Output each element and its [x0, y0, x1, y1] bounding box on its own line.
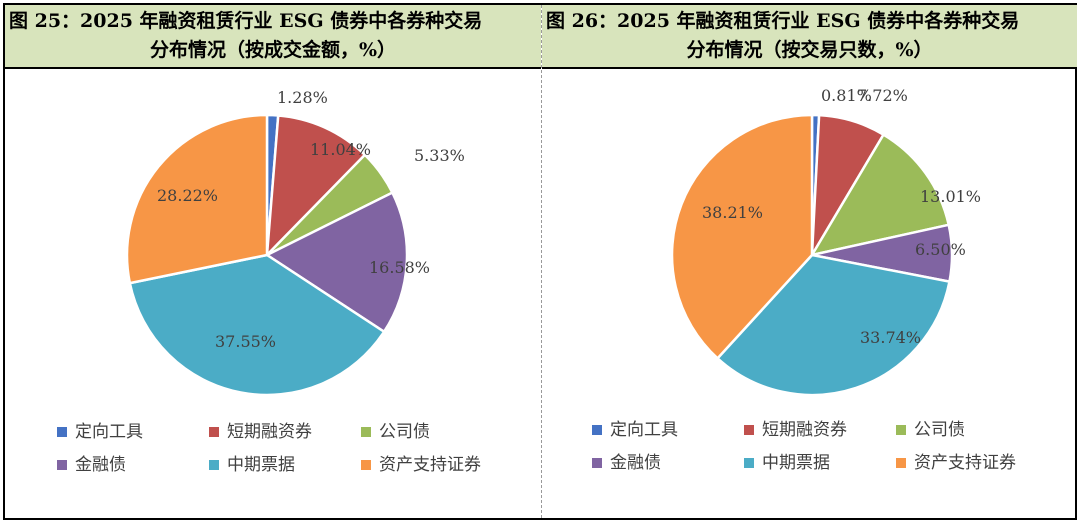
data-label: 16.58% — [369, 258, 430, 277]
legend-label: 短期融资券 — [762, 420, 847, 440]
legend-label: 资产支持证券 — [914, 453, 1016, 473]
legend-label: 定向工具 — [610, 420, 678, 440]
legend-swatch — [209, 460, 219, 470]
legend-label: 公司债 — [914, 420, 965, 440]
legend-label: 公司债 — [379, 422, 430, 442]
legend-swatch — [57, 427, 67, 437]
pie-chart-26: 0.81%7.72% 13.01% 6.50% 33.74% 38.21% 定向工具 短期融… — [592, 86, 1016, 473]
chart-title-line2: 分布情况（按交易只数，%） — [686, 39, 933, 61]
data-label: 38.21% — [702, 203, 763, 222]
legend-label: 定向工具 — [75, 422, 143, 442]
figure-frame: 图 25：2025 年融资租赁行业 ESG 债券中各券种交易 分布情况（按成交金… — [3, 3, 1077, 520]
pie-slice-5 — [670, 113, 814, 361]
data-label: 13.01% — [920, 187, 981, 206]
data-label: 28.22% — [157, 186, 218, 205]
legend-label: 金融债 — [610, 453, 661, 473]
pie-slice-4 — [715, 253, 951, 397]
chart-title-line2: 分布情况（按成交金额，%） — [149, 39, 397, 61]
data-label: 5.33% — [414, 146, 465, 165]
legend-swatch — [592, 425, 602, 435]
data-label: 7.72% — [857, 86, 908, 105]
legend-swatch — [361, 427, 371, 437]
pie-slice-2 — [809, 132, 951, 257]
legend-swatch — [896, 458, 906, 468]
data-label: 0.81% — [821, 86, 872, 105]
data-label: 33.74% — [860, 328, 921, 347]
pie-slice-4 — [128, 253, 386, 397]
chart-title-line1: 图 26：2025 年融资租赁行业 ESG 债券中各券种交易 — [546, 10, 1020, 32]
legend-swatch — [209, 427, 219, 437]
legend-swatch — [744, 425, 754, 435]
data-label: 1.28% — [277, 88, 328, 107]
chart-title-line1: 图 25：2025 年融资租赁行业 ESG 债券中各券种交易 — [9, 10, 483, 32]
legend-swatch — [592, 458, 602, 468]
legend-label: 资产支持证券 — [379, 455, 481, 475]
legend-label: 短期融资券 — [227, 422, 312, 442]
legend-label: 中期票据 — [227, 455, 295, 475]
pie-slice-3 — [264, 190, 409, 334]
data-label: 11.04% — [310, 140, 371, 159]
legend-label: 金融债 — [75, 455, 126, 475]
chart-panel-25: 图 25：2025 年融资租赁行业 ESG 债券中各券种交易 分布情况（按成交金… — [5, 5, 542, 518]
legend-swatch — [361, 460, 371, 470]
chart-header: 图 25：2025 年融资租赁行业 ESG 债券中各券种交易 分布情况（按成交金… — [5, 5, 541, 69]
pie-slice-1 — [265, 114, 367, 259]
legend-swatch — [57, 460, 67, 470]
data-label: 6.50% — [915, 240, 966, 259]
pie-chart-25: 1.28% 11.04% 5.33% 16.58% 37.55% 28.22% 定向工具 短期… — [57, 88, 481, 475]
chart-header: 图 26：2025 年融资租赁行业 ESG 债券中各券种交易 分布情况（按交易只… — [542, 5, 1077, 69]
legend-swatch — [896, 425, 906, 435]
chart-panel-26: 图 26：2025 年融资租赁行业 ESG 债券中各券种交易 分布情况（按交易只… — [542, 5, 1077, 518]
pie-slice-5 — [125, 113, 269, 285]
legend-swatch — [744, 458, 754, 468]
data-label: 37.55% — [215, 332, 276, 351]
legend-label: 中期票据 — [762, 453, 830, 473]
